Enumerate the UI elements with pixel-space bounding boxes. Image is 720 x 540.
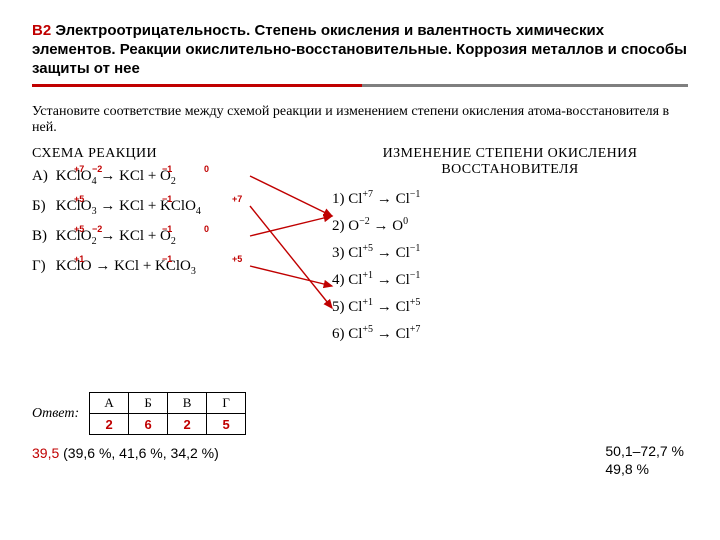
right-header: ИЗМЕНЕНИЕ СТЕПЕНИ ОКИСЛЕНИЯ ВОССТАНОВИТЕ… [332,146,688,178]
answer-area: Ответ: А Б В Г 2 6 2 5 [32,392,688,435]
val-cell: 2 [90,414,129,435]
slide-title: В2 Электроотрицательность. Степень окисл… [32,22,688,78]
title-code: В2 [32,22,51,39]
head-cell: В [168,393,207,414]
columns: СХЕМА РЕАКЦИИ +7 −2 −1 0 А) KClO4 → KCl … [32,146,688,346]
answer-table: А Б В Г 2 6 2 5 [89,392,246,435]
val-cell: 6 [129,414,168,435]
task-text: Установите соответствие между схемой реа… [32,104,688,136]
right-item: 5) Cl+1 → Cl+5 [332,292,688,318]
right-item: 3) Cl+5 → Cl−1 [332,238,688,264]
head-cell: Г [207,393,246,414]
table-row: 2 6 2 5 [90,414,246,435]
right-item: 1) Cl+7 → Cl−1 [332,184,688,210]
left-header: СХЕМА РЕАКЦИИ [32,146,312,162]
right-item: 2) O−2 → O0 [332,211,688,237]
head-cell: А [90,393,129,414]
percent-block: 50,1–72,7 % 49,8 % [605,442,684,478]
head-cell: Б [129,393,168,414]
rule-red [32,84,362,87]
bottom-line: 39,5 (39,6 %, 41,6 %, 34,2 %) [32,445,688,461]
right-item: 4) Cl+1 → Cl−1 [332,265,688,291]
val-cell: 2 [168,414,207,435]
bottom-rest: (39,6 %, 41,6 %, 34,2 %) [59,445,219,461]
title-underline [32,84,688,90]
bottom-red: 39,5 [32,445,59,461]
left-column: СХЕМА РЕАКЦИИ +7 −2 −1 0 А) KClO4 → KCl … [32,146,312,346]
val-cell: 5 [207,414,246,435]
table-row: А Б В Г [90,393,246,414]
right-item: 6) Cl+5 → Cl+7 [332,319,688,345]
title-text: Электроотрицательность. Степень окислени… [32,22,687,77]
pct-line: 50,1–72,7 % [605,442,684,460]
right-column: ИЗМЕНЕНИЕ СТЕПЕНИ ОКИСЛЕНИЯ ВОССТАНОВИТЕ… [332,146,688,346]
otvet-label: Ответ: [32,406,79,422]
pct-line: 49,8 % [605,460,684,478]
reaction-g: +1 −1 +5 Г) KClO → KCl + KClO3 [32,258,312,288]
